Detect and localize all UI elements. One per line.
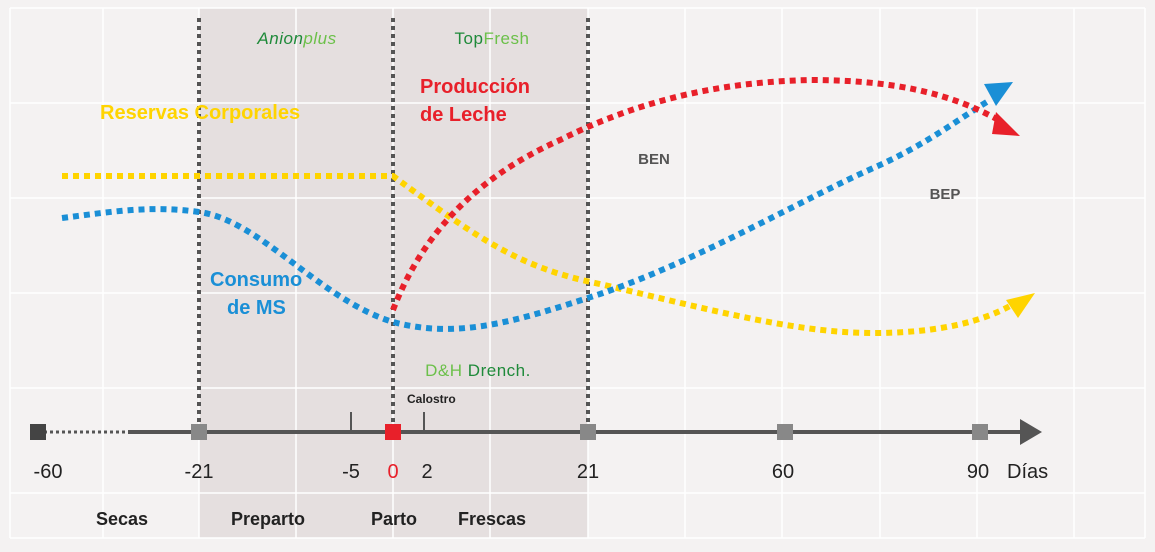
phase-frescas: Frescas	[457, 509, 527, 529]
marker-day-minus-21	[191, 424, 207, 440]
calostro-label: Calostro	[407, 392, 456, 406]
produccion-leche-curve	[390, 76, 1004, 312]
topfresh-logo: TopFresh	[454, 29, 530, 48]
timeline-arrowhead	[1020, 419, 1042, 445]
marker-day-21	[580, 424, 596, 440]
dh-drench-logo: D&H Drench.	[425, 361, 531, 380]
consumo-ms-label-line1: Consumo	[210, 269, 303, 291]
tick-label-0: 0	[387, 461, 399, 483]
tick-label-2: 2	[421, 461, 433, 483]
ben-label: BEN	[638, 151, 670, 168]
marker-day-0	[385, 424, 401, 440]
unit-label-dias: Días	[1007, 461, 1049, 483]
tick-label-minus-60: -60	[33, 461, 63, 483]
phase-parto: Parto	[370, 509, 418, 529]
consumo-ms-curve	[61, 97, 992, 332]
produccion-leche-label-line1: Producción	[420, 76, 531, 98]
bep-label: BEP	[929, 186, 961, 203]
tick-label-minus-21: -21	[184, 461, 214, 483]
reservas-corporales-curve	[62, 173, 1012, 337]
reservas-arrowhead	[1006, 293, 1035, 318]
marker-day-60	[777, 424, 793, 440]
marker-day-90	[972, 424, 988, 440]
marker-day-minus-60	[30, 424, 46, 440]
produccion-leche-label-line2: de Leche	[420, 104, 507, 126]
anion-plus-logo: Anionplus	[257, 29, 337, 48]
tick-label-21: 21	[576, 461, 600, 483]
tick-label-minus-5: -5	[342, 461, 360, 483]
reservas-corporales-label: Reservas Corporales	[100, 102, 301, 124]
consumo-arrowhead	[984, 82, 1013, 106]
tick-label-90: 90	[966, 461, 990, 483]
phase-preparto: Preparto	[230, 509, 306, 529]
produccion-arrowhead	[992, 112, 1020, 136]
phase-secas: Secas	[95, 509, 149, 529]
tick-label-60: 60	[771, 461, 795, 483]
consumo-ms-label-line2: de MS	[227, 297, 286, 319]
